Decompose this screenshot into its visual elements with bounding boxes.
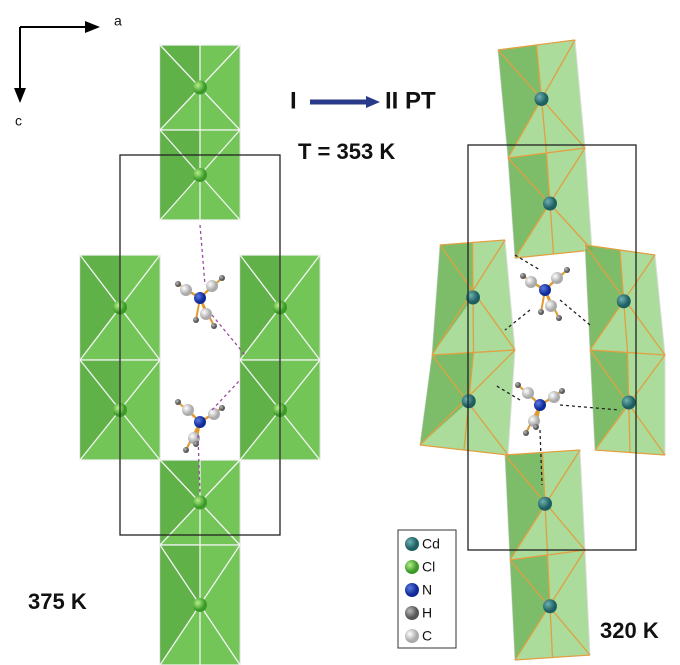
atom [515,382,521,388]
atom [180,284,192,296]
arrow [85,21,100,33]
octahedra [80,40,665,665]
phase-to: II PT [385,87,436,114]
atom [462,394,476,408]
legend-label: C [422,628,432,644]
atom [539,284,551,296]
atom [219,405,225,411]
atom [543,599,557,613]
atom [523,430,529,436]
atom [534,399,546,411]
legend-label: H [422,605,432,621]
atom [193,496,207,510]
atom [193,317,199,323]
atom [206,280,218,292]
legend-label: Cd [422,536,440,552]
atom [538,309,544,315]
atom [522,387,534,399]
structure-label: 375 K [28,589,87,614]
atom [200,308,212,320]
legend-swatch [405,629,419,643]
atom [622,396,636,410]
atom [548,391,560,403]
atom [183,447,189,453]
legend-label: N [422,582,432,598]
atom [194,292,206,304]
atom [543,197,557,211]
atom [538,497,552,511]
phase-from: I [290,87,297,114]
legend-swatch [405,560,419,574]
atom [211,323,217,329]
hydrogen-bond [200,225,205,285]
atom [556,315,562,321]
legend-swatch [405,606,419,620]
arrow [366,96,380,108]
temperature: T = 353 K [298,139,395,164]
atom [208,408,220,420]
legend-swatch [405,537,419,551]
atom [564,267,570,273]
atom [545,300,557,312]
atom [175,399,181,405]
atom [533,424,539,430]
legend-swatch [405,583,419,597]
arrow [14,88,26,103]
legend-label: Cl [422,559,435,575]
atom [193,81,207,95]
structure-label: 320 K [600,618,659,643]
atom [193,168,207,182]
atom [559,388,565,394]
figure: a c I II PT T = 353 K 375 K 320 K Cd Cl … [0,0,680,665]
atom [175,281,181,287]
atom [219,275,225,281]
axis-label: a [114,13,122,29]
atom [193,598,207,612]
atom [535,92,549,106]
axis-label: c [15,113,22,129]
atom [525,276,537,288]
atom [194,416,206,428]
atom [617,294,631,308]
atom [182,404,194,416]
atom [551,272,563,284]
atom [520,273,526,279]
hydrogen-bond [212,380,240,410]
hydrogen-bond [560,300,590,325]
